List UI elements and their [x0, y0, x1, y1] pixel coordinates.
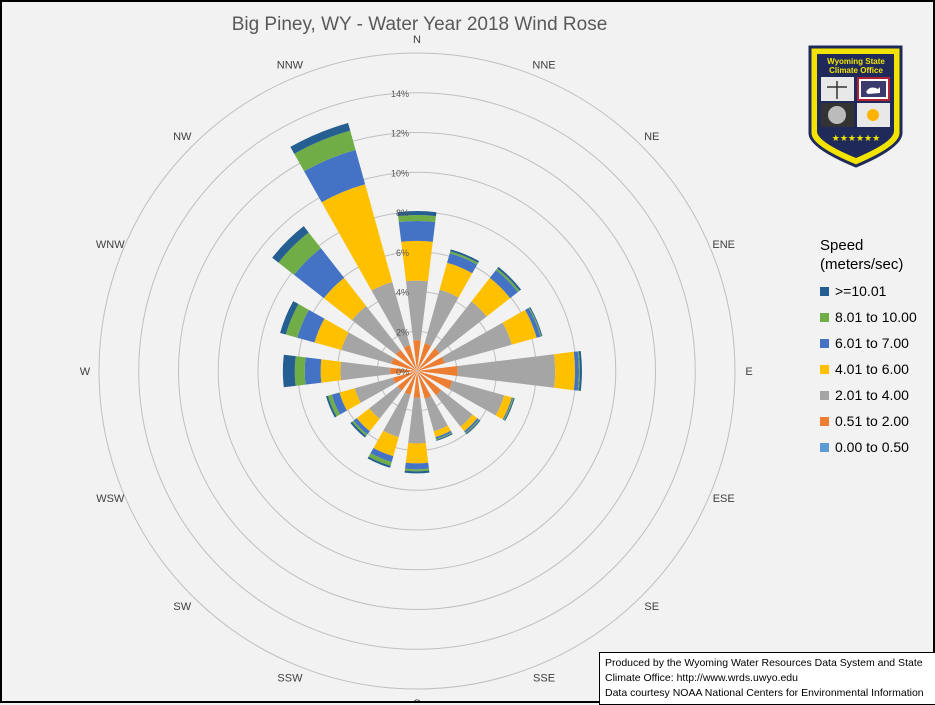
wedge-w-series-3 [321, 359, 341, 382]
wedge-n-series-4 [399, 221, 435, 242]
direction-label-ssw: SSW [277, 673, 303, 685]
legend-label: 6.01 to 7.00 [835, 335, 909, 351]
legend-swatch [820, 417, 829, 426]
legend-label: 8.01 to 10.00 [835, 309, 917, 325]
legend-swatch [820, 365, 829, 374]
legend-swatch [820, 339, 829, 348]
wedge-n-series-2 [406, 281, 428, 341]
legend-label: >=10.01 [835, 283, 886, 299]
legend-label: 4.01 to 6.00 [835, 361, 909, 377]
legend-items: >=10.01 8.01 to 10.00 6.01 to 7.00 4.01 to … [820, 282, 917, 456]
radial-tick-label: 2% [396, 327, 409, 337]
legend-label: 0.51 to 2.00 [835, 413, 909, 429]
legend-item: 8.01 to 10.00 [820, 308, 917, 326]
direction-label-wsw: WSW [96, 493, 125, 505]
legend-swatch [820, 391, 829, 400]
direction-label-sw: SW [173, 601, 191, 613]
radial-tick-label: 12% [391, 129, 409, 139]
radial-tick-label: 10% [391, 168, 409, 178]
radial-tick-label: 0% [396, 367, 409, 377]
direction-label-ne: NE [644, 131, 659, 143]
radial-tick-label: 6% [396, 248, 409, 258]
legend-swatch [820, 287, 829, 296]
radial-tick-label: 8% [396, 208, 409, 218]
direction-label-n: N [413, 34, 421, 46]
legend-item: 0.00 to 0.50 [820, 438, 917, 456]
credit-box: Produced by the Wyoming Water Resources … [599, 652, 935, 705]
direction-label-w: W [80, 366, 91, 378]
credit-line-2: Climate Office: http://www.wrds.uwyo.edu [605, 671, 935, 686]
wedge-w-series-5 [295, 356, 306, 386]
legend-item: >=10.01 [820, 282, 917, 300]
legend-subtitle: (meters/sec) [820, 255, 917, 274]
direction-label-s: S [413, 698, 420, 701]
direction-label-wnw: WNW [96, 239, 125, 251]
legend-label: 2.01 to 4.00 [835, 387, 909, 403]
legend-item: 4.01 to 6.00 [820, 360, 917, 378]
wedge-s-series-2 [408, 398, 426, 444]
legend: Speed (meters/sec) >=10.01 8.01 to 10.00 6… [820, 236, 917, 456]
wedge-s-series-3 [406, 443, 428, 463]
legend-label: 0.00 to 0.50 [835, 439, 909, 455]
direction-label-e: E [745, 366, 752, 378]
direction-label-nne: NNE [532, 59, 555, 71]
wedge-e-series-2 [457, 354, 555, 388]
radial-tick-label: 14% [391, 89, 409, 99]
legend-title: Speed [820, 236, 917, 255]
svg-text:★★★★★★: ★★★★★★ [832, 134, 880, 144]
logo-text-line1: Wyoming State [827, 57, 885, 66]
legend-item: 0.51 to 2.00 [820, 412, 917, 430]
direction-label-sse: SSE [533, 673, 555, 685]
radial-tick-label: 4% [396, 288, 409, 298]
wedge-w-series-4 [305, 357, 322, 384]
wedge-s-series-4 [405, 463, 429, 470]
direction-label-ene: ENE [712, 239, 735, 251]
legend-swatch [820, 443, 829, 452]
wedge-e-series-3 [554, 352, 575, 390]
credit-line-1: Produced by the Wyoming Water Resources … [605, 656, 935, 671]
direction-label-ese: ESE [713, 493, 735, 505]
wedge-w-series-6 [283, 355, 296, 388]
wedge-w-series-2 [340, 362, 390, 381]
direction-label-nnw: NNW [277, 59, 304, 71]
legend-swatch [820, 313, 829, 322]
legend-item: 6.01 to 7.00 [820, 334, 917, 352]
climate-office-logo: Wyoming State Climate Office ★★★★★★ [808, 45, 903, 174]
logo-text-line2: Climate Office [829, 66, 883, 75]
direction-label-nw: NW [173, 131, 192, 143]
credit-line-3: Data courtesy NOAA National Centers for … [605, 686, 935, 701]
legend-item: 2.01 to 4.00 [820, 386, 917, 404]
direction-label-se: SE [644, 601, 659, 613]
